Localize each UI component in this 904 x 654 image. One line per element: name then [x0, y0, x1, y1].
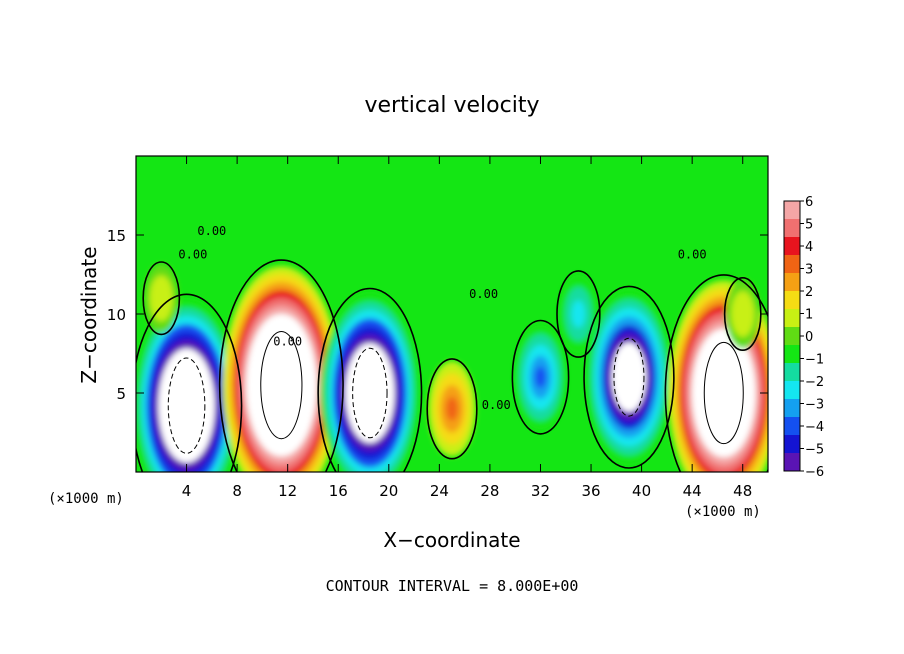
colorbar-swatch-7 [784, 327, 800, 346]
colorbar-tick-label-1: 5 [805, 218, 813, 233]
colorbar-swatch-11 [784, 399, 800, 418]
colorbar-swatch-4 [784, 273, 800, 292]
colorbar-tick-label-3: 3 [805, 263, 813, 278]
z-axis: 5 10 15 [107, 227, 768, 403]
colorbar-tick-label-7: −1 [805, 353, 824, 368]
x-tick-label-11: 48 [733, 482, 752, 500]
feature-3-level-3 [446, 396, 458, 421]
feature-9-level-2 [737, 302, 749, 326]
colorbar-tick-label-11: −5 [805, 443, 824, 458]
zero-contour-6 [583, 285, 675, 469]
x-tick-label-9: 40 [632, 482, 651, 500]
z-tick-label-2: 15 [107, 227, 126, 245]
z-tick-label-0: 5 [116, 385, 126, 403]
contour-labels: 0.00 0.00 0.00 0.00 0.00 0.00 [178, 224, 706, 412]
colorbar-swatch-8 [784, 345, 800, 364]
colorbar-swatch-9 [784, 363, 800, 382]
colorbar-swatch-12 [784, 417, 800, 436]
colorbar-tick-label-2: 4 [805, 240, 813, 255]
zero-contour-5 [556, 270, 601, 358]
chart-title: vertical velocity [364, 93, 539, 118]
colorbar-swatch-2 [784, 237, 800, 256]
zero-contour-4 [511, 319, 570, 435]
contour-label-5: 0.00 [273, 335, 302, 349]
feature-5-level-2 [571, 300, 586, 328]
feature-6-level-9 [624, 368, 634, 386]
colorbar-swatch-13 [784, 435, 800, 454]
colorbar-swatch-5 [784, 291, 800, 310]
inner-contour-7 [703, 341, 744, 445]
colorbar-swatch-1 [784, 219, 800, 238]
feature-0-level-12 [182, 397, 191, 414]
x-axis-label: X−coordinate [383, 528, 520, 552]
x-tick-label-1: 8 [232, 482, 242, 500]
colorbar-tick-label-5: 1 [805, 308, 813, 323]
velocity-field [136, 156, 768, 472]
colorbar-tick-label-12: −6 [805, 465, 824, 480]
colorbar-tick-label-10: −4 [805, 420, 824, 435]
inner-contour-2 [352, 347, 388, 439]
contour-label-1: 0.00 [197, 224, 226, 238]
colorbar-swatch-3 [784, 255, 800, 274]
colorbar-swatch-14 [784, 453, 800, 472]
contour-label-4: 0.00 [482, 398, 511, 412]
colorbar-swatch-0 [784, 201, 800, 220]
inner-contour-1 [260, 331, 303, 440]
contour-label-3: 0.00 [678, 248, 707, 262]
z-tick-label-1: 10 [107, 306, 126, 324]
zero-contour-7 [664, 274, 768, 472]
inner-contour-6 [613, 337, 645, 417]
x-tick-label-0: 4 [182, 482, 192, 500]
z-axis-label: Z−coordinate [77, 246, 101, 383]
zero-contour-1 [218, 259, 344, 472]
feature-2-level-11 [365, 384, 374, 402]
contour-label-2: 0.00 [469, 287, 498, 301]
colorbar: 6 5 4 3 2 1 0 −1 −2 −3 −4 −5 −6 [783, 195, 824, 480]
x-unit-right: (×1000 m) [685, 504, 761, 520]
x-axis: 4 8 12 16 20 24 28 32 36 40 44 48 [182, 156, 752, 500]
contour-interval-footer: CONTOUR INTERVAL = 8.000E+00 [326, 577, 579, 595]
colorbar-tick-label-4: 2 [805, 285, 813, 300]
colorbar-tick-label-8: −2 [805, 375, 824, 390]
x-tick-label-5: 24 [430, 482, 449, 500]
zero-contour-8 [142, 261, 181, 336]
colorbar-tick-label-6: 0 [805, 330, 813, 345]
x-tick-label-2: 12 [278, 482, 297, 500]
x-unit-left: (×1000 m) [48, 491, 124, 507]
x-tick-label-8: 36 [581, 482, 600, 500]
x-tick-label-10: 44 [683, 482, 702, 500]
x-tick-label-4: 20 [379, 482, 398, 500]
feature-7-level-13 [719, 385, 728, 401]
x-tick-label-7: 32 [531, 482, 550, 500]
colorbar-tick-label-9: −3 [805, 398, 824, 413]
feature-4-level-4 [535, 366, 546, 389]
colorbar-swatch-10 [784, 381, 800, 400]
zero-contour-0 [136, 293, 243, 472]
zero-contour-3 [426, 358, 478, 460]
colorbar-tick-label-0: 6 [805, 195, 813, 210]
colorbar-swatch-6 [784, 309, 800, 328]
feature-1-level-14 [277, 377, 286, 393]
inner-contour-0 [167, 357, 206, 454]
x-tick-label-6: 28 [480, 482, 499, 500]
zero-contour-2 [317, 287, 423, 472]
contour-label-0: 0.00 [178, 248, 207, 262]
x-tick-label-3: 16 [329, 482, 348, 500]
